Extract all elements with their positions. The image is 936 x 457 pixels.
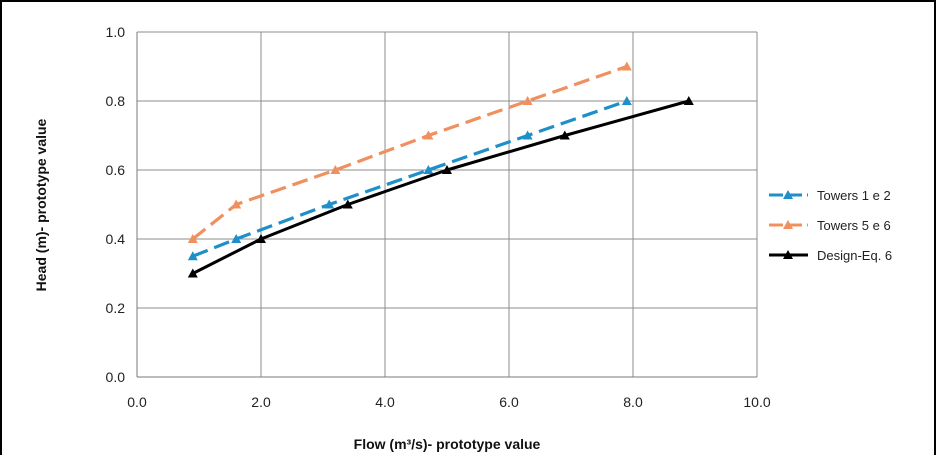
legend-label: Design-Eq. 6 [817, 248, 892, 263]
x-axis-title: Flow (m³/s)- prototype value [354, 436, 541, 452]
series-line [192, 99, 628, 258]
data-point-marker [522, 130, 533, 140]
data-point-marker [187, 268, 198, 278]
x-tick-label: 6.0 [499, 394, 519, 410]
series-design-eq-6 [187, 96, 694, 278]
data-point-marker [522, 96, 533, 105]
data-point-marker [423, 130, 434, 140]
legend-item-towers-1-e-2: Towers 1 e 2 [769, 188, 891, 203]
data-point-marker [256, 234, 266, 243]
series-towers-5-e-6 [187, 61, 632, 243]
legend-marker [783, 220, 793, 229]
data-point-marker [330, 165, 341, 174]
y-tick-label: 0.0 [106, 369, 126, 385]
data-point-marker [324, 199, 335, 209]
series-line [192, 99, 690, 275]
data-point-marker [621, 61, 632, 71]
gridlines [136, 31, 758, 378]
y-axis-title: Head (m)- prototype value [33, 118, 49, 291]
data-point-marker [231, 199, 242, 209]
y-tick-label: 0.4 [106, 231, 126, 247]
legend-item-design-eq-6: Design-Eq. 6 [769, 248, 892, 263]
data-point-marker [187, 251, 198, 261]
legend-marker [783, 250, 793, 259]
legend-label: Towers 1 e 2 [817, 188, 891, 203]
y-tick-label: 1.0 [106, 24, 126, 40]
series-line [191, 64, 628, 241]
legend-item-towers-5-e-6: Towers 5 e 6 [769, 218, 891, 233]
data-point-marker [559, 130, 570, 140]
data-point-marker [342, 199, 353, 209]
x-tick-label: 0.0 [127, 394, 147, 410]
y-tick-labels: 0.0 0.2 0.4 0.6 0.8 1.0 [106, 24, 126, 385]
series-towers-1-e-2 [187, 96, 632, 261]
x-tick-labels: 0.0 2.0 4.0 6.0 8.0 10.0 [127, 394, 771, 410]
data-point-marker [621, 96, 632, 105]
legend: Towers 1 e 2 Towers 5 e 6 Design-Eq. 6 [769, 188, 892, 263]
data-point-marker [231, 234, 242, 243]
y-tick-label: 0.6 [106, 162, 126, 178]
x-tick-label: 2.0 [251, 394, 271, 410]
x-tick-label: 8.0 [623, 394, 643, 410]
data-point-marker [442, 165, 452, 174]
axes [136, 32, 757, 378]
data-point-marker [187, 234, 198, 243]
legend-label: Towers 5 e 6 [817, 218, 891, 233]
series-group [187, 61, 694, 278]
y-tick-label: 0.2 [106, 300, 126, 316]
x-tick-label: 4.0 [375, 394, 395, 410]
y-tick-label: 0.8 [106, 93, 126, 109]
x-tick-label: 10.0 [743, 394, 770, 410]
legend-marker [783, 190, 793, 199]
data-point-marker [683, 96, 694, 105]
data-point-marker [423, 165, 434, 174]
